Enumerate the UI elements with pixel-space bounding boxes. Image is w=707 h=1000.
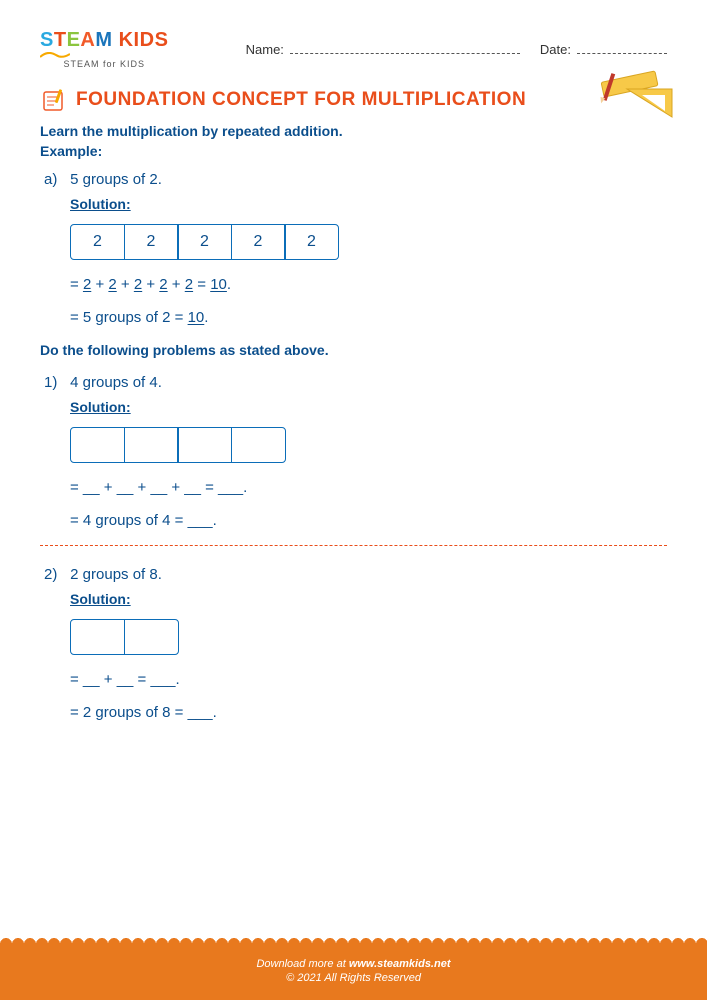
name-field: Name: xyxy=(246,42,520,57)
name-input-line[interactable] xyxy=(290,53,520,54)
problem-number: 2) xyxy=(44,566,66,583)
swoosh-icon xyxy=(40,52,70,58)
group-box-empty[interactable] xyxy=(70,619,125,655)
solution-label: Solution: xyxy=(70,196,667,212)
group-box: 2 xyxy=(124,224,179,260)
problem-2: 2) 2 groups of 8. xyxy=(44,566,667,583)
logo-letter: S xyxy=(40,29,54,51)
footer-url: www.steamkids.net xyxy=(349,958,451,970)
problem-1-summary: = 4 groups of 4 = ___. xyxy=(70,512,667,529)
logo-letter: D xyxy=(140,29,155,51)
problem-text: 5 groups of 2. xyxy=(70,171,162,188)
logo: STEAM KIDS STEAM for KIDS xyxy=(40,30,168,69)
example-problem: a) 5 groups of 2. xyxy=(44,171,667,188)
problem-1-equation: = __ + __ + __ + __ = ___. xyxy=(70,479,667,496)
problem-text: 4 groups of 4. xyxy=(70,374,162,391)
do-instruction: Do the following problems as stated abov… xyxy=(40,342,667,358)
example-summary: = 5 groups of 2 = 10. xyxy=(70,309,667,326)
example-equation: = 2 + 2 + 2 + 2 + 2 = 10. xyxy=(70,276,667,293)
solution-label: Solution: xyxy=(70,591,667,607)
group-box: 2 xyxy=(284,224,339,260)
title-row: FOUNDATION CONCEPT FOR MULTIPLICATION xyxy=(40,87,667,113)
problem-text: 2 groups of 8. xyxy=(70,566,162,583)
logo-letter: S xyxy=(155,29,169,51)
problem-number: 1) xyxy=(44,374,66,391)
example-label: Example: xyxy=(40,143,667,159)
example-boxes: 2 2 2 2 2 xyxy=(70,224,667,260)
logo-letter: E xyxy=(67,29,81,51)
notepad-icon xyxy=(40,87,66,113)
logo-subtitle: STEAM for KIDS xyxy=(40,60,168,69)
group-box-empty[interactable] xyxy=(124,427,179,463)
group-box-empty[interactable] xyxy=(124,619,179,655)
logo-letter: K xyxy=(119,29,134,51)
ruler-triangle-icon xyxy=(597,69,677,119)
problem-1-boxes xyxy=(70,427,667,463)
group-box: 2 xyxy=(70,224,125,260)
solution-label: Solution: xyxy=(70,399,667,415)
problem-letter: a) xyxy=(44,171,66,188)
date-label: Date: xyxy=(540,42,571,57)
footer: Download more at www.steamkids.net © 202… xyxy=(0,944,707,1000)
footer-copyright: © 2021 All Rights Reserved xyxy=(0,972,707,984)
problem-2-summary: = 2 groups of 8 = ___. xyxy=(70,704,667,721)
name-label: Name: xyxy=(246,42,284,57)
section-divider xyxy=(40,545,667,546)
page-title: FOUNDATION CONCEPT FOR MULTIPLICATION xyxy=(76,89,526,111)
problem-1: 1) 4 groups of 4. xyxy=(44,374,667,391)
group-box: 2 xyxy=(177,224,232,260)
worksheet-page: STEAM KIDS STEAM for KIDS Name: Date: FO… xyxy=(0,0,707,721)
group-box-empty[interactable] xyxy=(70,427,125,463)
group-box-empty[interactable] xyxy=(177,427,232,463)
date-field: Date: xyxy=(540,42,667,57)
group-box-empty[interactable] xyxy=(231,427,286,463)
logo-letter: A xyxy=(80,29,95,51)
header: STEAM KIDS STEAM for KIDS Name: Date: xyxy=(40,30,667,69)
group-box: 2 xyxy=(231,224,286,260)
problem-2-equation: = __ + __ = ___. xyxy=(70,671,667,688)
instruction-text: Learn the multiplication by repeated add… xyxy=(40,123,667,139)
logo-letter: M xyxy=(95,29,112,51)
problem-2-boxes xyxy=(70,619,667,655)
date-input-line[interactable] xyxy=(577,53,667,54)
footer-download-line: Download more at www.steamkids.net xyxy=(0,958,707,970)
logo-brand: STEAM KIDS xyxy=(40,30,168,50)
footer-scallop xyxy=(0,932,707,944)
logo-letter: T xyxy=(54,29,67,51)
